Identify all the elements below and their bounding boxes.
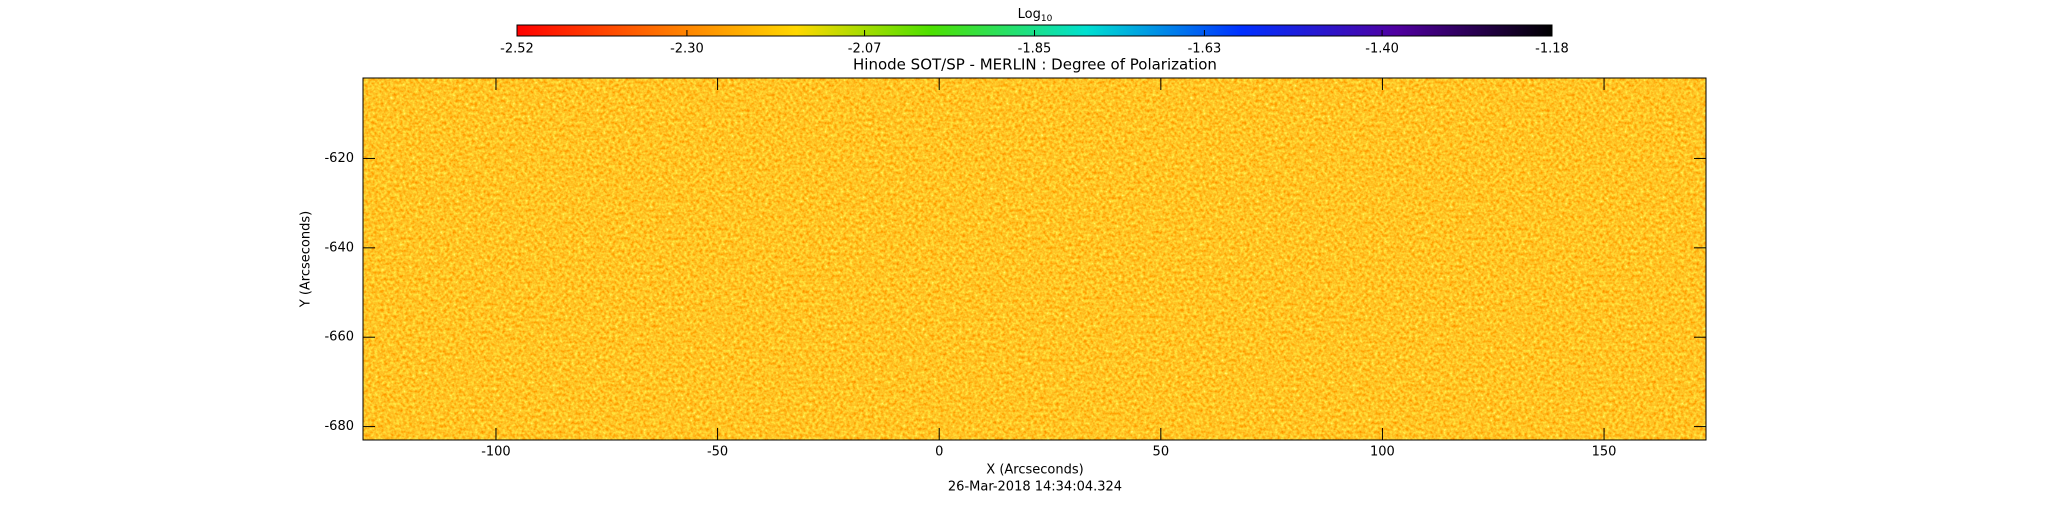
footnote: 26-Mar-2018 14:34:04.324	[948, 480, 1122, 495]
colorbar-tick-label: -1.40	[1365, 42, 1399, 57]
colorbar-tick-label: -1.18	[1535, 42, 1569, 57]
x-tick-label: 150	[1592, 445, 1617, 460]
heatmap-image	[363, 78, 1706, 440]
chart-title: Hinode SOT/SP - MERLIN : Degree of Polar…	[853, 56, 1217, 74]
colorbar-label-subscript: 10	[1041, 14, 1053, 24]
y-axis-label: Y (Arcseconds)	[299, 211, 314, 308]
colorbar-tick-label: -2.30	[670, 42, 704, 57]
colorbar-tick-label: -1.85	[1018, 42, 1052, 57]
y-tick-label: -640	[324, 240, 354, 255]
x-tick-label: 100	[1370, 445, 1395, 460]
colorbar-tick-label: -2.52	[500, 42, 534, 57]
x-tick-label: -50	[707, 445, 728, 460]
y-tick-label: -620	[324, 151, 354, 166]
plot-frame	[362, 77, 1707, 441]
y-tick-label: -680	[324, 419, 354, 434]
colorbar-label: Log10	[1018, 7, 1053, 24]
x-axis-label: X (Arcseconds)	[986, 463, 1083, 478]
x-tick-label: 0	[935, 445, 943, 460]
y-tick-label: -660	[324, 330, 354, 345]
colorbar-tick-label: -2.07	[848, 42, 882, 57]
x-tick-label: 50	[1153, 445, 1170, 460]
colorbar-tick-label: -1.63	[1188, 42, 1222, 57]
x-tick-label: -100	[481, 445, 511, 460]
colorbar-label-base: Log	[1018, 7, 1041, 22]
